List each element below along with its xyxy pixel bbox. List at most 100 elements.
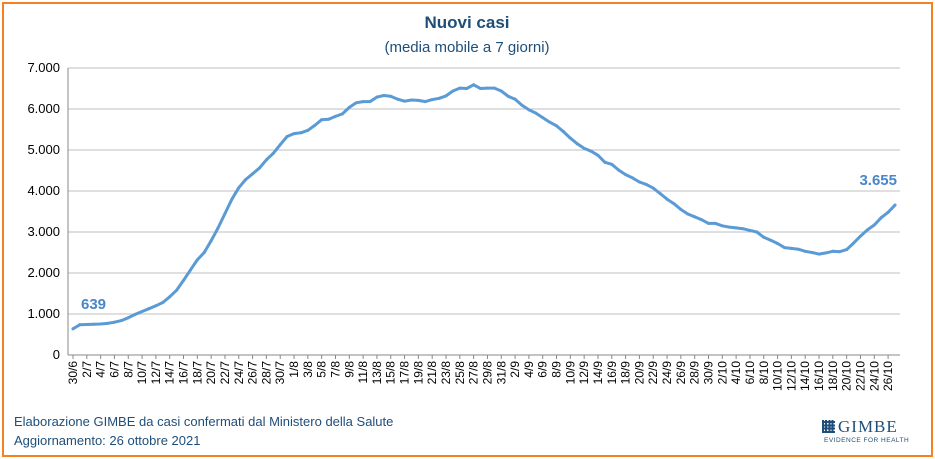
data-point	[852, 241, 856, 245]
data-point	[161, 301, 165, 305]
data-point	[872, 223, 876, 227]
x-tick-label: 30/6	[66, 361, 80, 385]
x-tick-label: 16/9	[605, 361, 619, 385]
x-tick-label: 10/9	[563, 361, 577, 385]
x-tick-label: 22/9	[646, 361, 660, 385]
x-tick-label: 6/9	[536, 361, 550, 378]
y-tick-label: 4.000	[27, 183, 60, 198]
data-point	[465, 87, 469, 90]
logo-grid-icon	[822, 420, 835, 433]
data-point	[679, 207, 683, 211]
x-tick-label: 12/7	[149, 361, 163, 385]
x-tick-label: 10/10	[771, 361, 785, 391]
series-line	[71, 83, 897, 331]
data-point	[168, 295, 172, 299]
data-point	[513, 97, 517, 101]
data-point	[665, 197, 669, 201]
x-tick-label: 20/7	[204, 361, 218, 385]
data-point	[271, 151, 275, 155]
gimbe-logo: GIMBE EVIDENCE FOR HEALTH	[822, 417, 922, 448]
x-tick-label: 29/8	[480, 361, 494, 385]
y-axis: 0 1.000 2.000 3.000 4.000 5.000 6.000 7.000	[27, 60, 60, 362]
logo-wordmark: GIMBE	[838, 417, 898, 436]
x-tick-label: 24/10	[867, 361, 881, 391]
data-point	[796, 247, 800, 251]
x-axis: 30/6 2/7 4/7 6/7 8/7 10/7 12/7 14/7 16/7 18/7 20/7…	[66, 68, 895, 391]
data-point	[403, 99, 407, 103]
chart-title: Nuovi casi	[424, 13, 509, 32]
data-point	[306, 128, 310, 132]
data-point	[582, 146, 586, 150]
x-tick-label: 25/8	[453, 361, 467, 385]
x-tick-label: 4/7	[94, 361, 108, 378]
x-tick-label: 23/8	[439, 361, 453, 385]
data-point	[858, 234, 862, 238]
data-point	[347, 105, 351, 109]
x-tick-label: 30/7	[273, 361, 287, 385]
data-point	[140, 310, 144, 314]
data-point	[686, 212, 690, 216]
data-point	[85, 322, 89, 326]
data-point	[610, 162, 614, 166]
data-point	[838, 250, 842, 254]
data-point	[327, 117, 331, 121]
data-point	[182, 278, 186, 282]
data-point	[472, 83, 476, 87]
data-point	[561, 130, 565, 134]
x-tick-label: 4/10	[729, 361, 743, 385]
y-tick-label: 6.000	[27, 101, 60, 116]
data-point	[485, 86, 489, 90]
data-point	[748, 228, 752, 232]
data-point	[195, 258, 199, 262]
x-tick-label: 13/8	[370, 361, 384, 385]
data-point	[631, 176, 635, 180]
data-point	[458, 86, 462, 90]
x-tick-label: 12/9	[577, 361, 591, 385]
x-tick-label: 10/7	[135, 361, 149, 385]
data-point	[672, 202, 676, 206]
data-point	[817, 252, 821, 256]
x-tick-label: 18/10	[826, 361, 840, 391]
x-tick-label: 6/10	[743, 361, 757, 385]
data-point	[534, 111, 538, 115]
data-point	[430, 98, 434, 102]
x-tick-label: 8/10	[757, 361, 771, 385]
data-point	[409, 98, 413, 102]
data-point	[313, 123, 317, 127]
data-point	[499, 89, 503, 93]
data-point	[776, 241, 780, 245]
data-point	[734, 226, 738, 230]
y-tick-label: 0	[53, 347, 60, 362]
x-tick-label: 18/7	[190, 361, 204, 385]
data-point	[382, 93, 386, 97]
x-tick-label: 8/7	[121, 361, 135, 378]
x-tick-label: 5/8	[315, 361, 329, 378]
data-point	[223, 212, 227, 216]
footer-source: Elaborazione GIMBE da casi confermati da…	[14, 414, 393, 429]
data-point	[375, 95, 379, 99]
x-tick-label: 14/9	[591, 361, 605, 385]
x-tick-label: 30/9	[701, 361, 715, 385]
data-point	[285, 134, 289, 138]
x-tick-label: 2/7	[80, 361, 94, 378]
x-tick-label: 24/7	[232, 361, 246, 385]
data-point	[188, 268, 192, 272]
x-tick-label: 6/7	[107, 361, 121, 378]
data-point	[133, 312, 137, 316]
x-tick-label: 16/7	[177, 361, 191, 385]
footer-source-text: da casi confermati dal Ministero della S…	[139, 414, 394, 429]
y-tick-label: 5.000	[27, 142, 60, 157]
data-point	[451, 89, 455, 93]
data-point	[865, 228, 869, 232]
x-tick-label: 24/9	[660, 361, 674, 385]
chart-subtitle: (media mobile a 7 giorni)	[384, 39, 549, 56]
data-point	[713, 221, 717, 225]
y-tick-label: 1.000	[27, 306, 60, 321]
x-tick-label: 4/9	[522, 361, 536, 378]
x-tick-label: 9/8	[342, 361, 356, 378]
data-point	[568, 136, 572, 140]
data-point	[845, 248, 849, 252]
data-point	[693, 215, 697, 219]
data-point	[209, 239, 213, 243]
data-label-1: 3.655	[859, 172, 897, 189]
